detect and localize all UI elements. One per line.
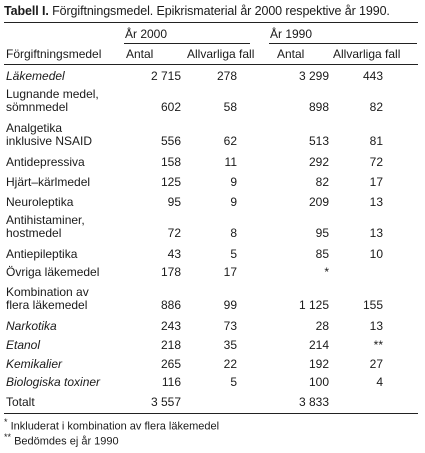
footnote-1-text: Inkluderat i kombination av flera läkeme… [7, 420, 220, 433]
table-title-number: Tabell I. [4, 4, 49, 18]
footnote-1-mark: * [4, 417, 8, 427]
row-value: 243 [160, 319, 181, 333]
footnote-2-text: Bedömdes ej år 1990 [11, 435, 119, 448]
row-value: 292 [308, 155, 329, 169]
row-value: 4 [376, 375, 383, 389]
row-label: Kombination av [6, 285, 89, 299]
row-value: 5 [230, 247, 237, 261]
row-value: 886 [160, 298, 181, 312]
top-rule [4, 22, 418, 23]
col-header-count-1990: Antal [277, 47, 305, 61]
group-header-2000: År 2000 [125, 27, 168, 41]
row-value: 58 [223, 100, 237, 114]
row-value: 116 [161, 375, 181, 389]
row-value: 17 [369, 175, 383, 189]
header-rule [4, 64, 418, 65]
row-value: 192 [308, 357, 329, 371]
row-label: flera läkemedel [6, 298, 88, 312]
row-value: 209 [308, 195, 329, 209]
row-value: 1 125 [298, 298, 329, 312]
col-header-count-2000: Antal [126, 47, 154, 61]
row-label: Analgetika [6, 121, 63, 135]
row-label: Kemikalier [6, 357, 63, 371]
row-value: 81 [369, 134, 383, 148]
row-label: Läkemedel [6, 69, 65, 83]
row-value: 556 [160, 134, 181, 148]
row-value: 10 [369, 247, 383, 261]
row-label: Antidepressiva [6, 155, 85, 169]
row-label: Hjärt–kärlmedel [6, 175, 91, 189]
row-value: 513 [308, 134, 329, 148]
row-value: 218 [160, 338, 181, 352]
bottom-rule [4, 413, 418, 414]
row-value: 11 [224, 155, 237, 169]
table-title: Tabell I. Förgiftningsmedel. Epikrismate… [4, 4, 390, 18]
group-header-1990: År 1990 [270, 27, 313, 41]
row-value: 3 557 [150, 395, 181, 409]
row-label: sömnmedel [6, 100, 69, 114]
row-value: 99 [223, 298, 237, 312]
row-value: 158 [160, 155, 181, 169]
row-label: Totalt [6, 395, 35, 409]
row-value: 17 [223, 265, 237, 279]
row-value: 2 715 [150, 69, 181, 83]
row-label: hostmedel [6, 226, 62, 240]
row-label: inklusive NSAID [6, 134, 93, 148]
row-label: Antihistaminer, [6, 213, 85, 227]
row-value: 27 [369, 357, 383, 371]
row-value: 898 [308, 100, 329, 114]
footnote-1: * Inkluderat i kombination av flera läke… [4, 417, 219, 433]
group-rule-1990 [269, 43, 417, 44]
row-value: 602 [160, 100, 181, 114]
row-value: * [324, 265, 329, 279]
row-value: 13 [369, 226, 383, 240]
row-value: 13 [369, 195, 383, 209]
col-header-severe-1990: Allvarliga fall [333, 47, 401, 61]
row-value: 85 [315, 247, 329, 261]
row-value: 178 [160, 265, 181, 279]
row-label: Narkotika [6, 319, 57, 333]
row-value: 125 [160, 175, 181, 189]
row-value: 13 [369, 319, 383, 333]
row-value: 28 [315, 319, 329, 333]
row-label: Biologiska toxiner [6, 375, 101, 389]
row-label: Övriga läkemedel [6, 265, 100, 279]
row-value: 73 [223, 319, 237, 333]
col-header-substance: Förgiftningsmedel [6, 47, 102, 61]
row-label: Lugnande medel, [6, 87, 99, 101]
row-value: 43 [167, 247, 181, 261]
row-value: 62 [223, 134, 237, 148]
row-value: 72 [167, 226, 181, 240]
row-value: 8 [230, 226, 237, 240]
group-rule-2000 [124, 43, 250, 44]
row-value: 9 [230, 175, 237, 189]
row-label: Neuroleptika [6, 195, 74, 209]
footnote-2-mark: ** [4, 432, 12, 442]
row-value: 443 [362, 69, 383, 83]
row-value: 82 [369, 100, 383, 114]
row-value: 35 [223, 338, 237, 352]
row-value: 3 299 [298, 69, 329, 83]
row-value: 22 [223, 357, 237, 371]
col-header-severe-2000: Allvarliga fall [187, 47, 255, 61]
row-value: 72 [369, 155, 383, 169]
row-value: ** [373, 338, 383, 352]
row-label: Etanol [6, 338, 41, 352]
row-value: 9 [230, 195, 237, 209]
row-value: 265 [160, 357, 181, 371]
row-value: 214 [308, 338, 329, 352]
row-value: 3 833 [298, 395, 329, 409]
row-value: 100 [308, 375, 329, 389]
footnote-2: ** Bedömdes ej år 1990 [4, 432, 119, 448]
row-value: 95 [315, 226, 329, 240]
row-value: 155 [362, 298, 383, 312]
row-label: Antiepileptika [6, 247, 78, 261]
table-title-text: Förgiftningsmedel. Epikrismaterial år 20… [48, 4, 390, 18]
row-value: 82 [315, 175, 329, 189]
row-value: 278 [216, 69, 237, 83]
row-value: 95 [167, 195, 181, 209]
row-value: 5 [230, 375, 237, 389]
